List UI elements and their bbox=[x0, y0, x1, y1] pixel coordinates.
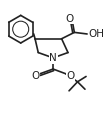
Text: O: O bbox=[31, 71, 39, 81]
Text: O: O bbox=[65, 14, 74, 24]
Text: OH: OH bbox=[88, 29, 104, 39]
Text: O: O bbox=[67, 71, 75, 81]
Text: N: N bbox=[49, 53, 57, 63]
